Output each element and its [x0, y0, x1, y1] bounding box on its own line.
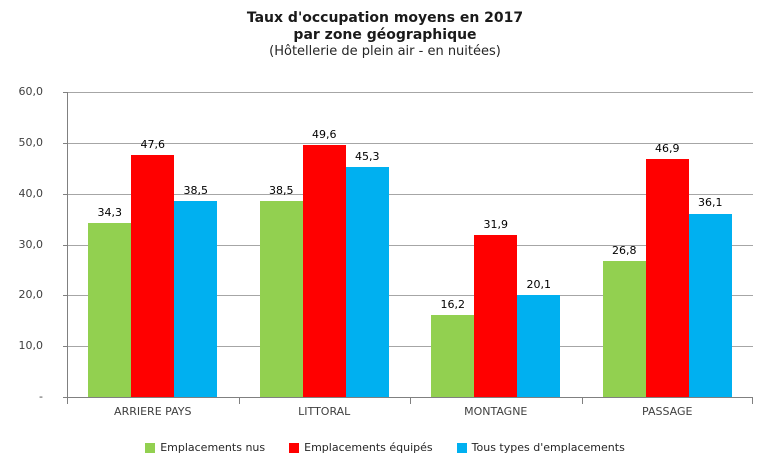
chart-title-block: Taux d'occupation moyens en 2017 par zon… — [0, 10, 770, 60]
legend-item: Emplacements équipés — [289, 441, 433, 454]
y-axis-tick-label: 40,0 — [18, 186, 44, 200]
bar — [645, 158, 689, 397]
legend-swatch-icon — [456, 442, 467, 453]
y-axis-tick-label: 50,0 — [18, 135, 44, 149]
y-axis-tick — [63, 295, 68, 297]
x-axis-tick — [582, 398, 583, 404]
gridline — [67, 142, 753, 144]
bar — [474, 234, 518, 397]
y-axis-tick — [63, 193, 68, 195]
bar-value-label: 46,9 — [655, 141, 680, 155]
y-axis-tick — [63, 397, 68, 398]
legend-label: Emplacements nus — [160, 441, 266, 454]
bar — [517, 294, 561, 397]
x-axis-category-label: ARRIERE PAYS — [114, 405, 192, 418]
bar — [688, 213, 732, 397]
bar — [345, 166, 389, 397]
bar-value-label: 26,8 — [612, 243, 637, 257]
y-axis-tick-label: 30,0 — [18, 237, 44, 251]
bar — [431, 314, 475, 397]
bar-value-label: 31,9 — [483, 217, 509, 231]
y-axis-tick — [63, 346, 68, 348]
legend-swatch-icon — [145, 442, 156, 453]
legend-item: Emplacements nus — [145, 441, 265, 454]
gridline — [67, 295, 753, 297]
bar-value-label: 45,3 — [355, 149, 380, 163]
x-axis-category-label: LITTORAL — [298, 405, 351, 418]
gridline — [67, 346, 753, 348]
bar-value-label: 47,6 — [140, 138, 166, 152]
x-axis-tick — [410, 398, 411, 404]
y-axis-tick — [63, 244, 68, 246]
bar — [131, 155, 175, 397]
bar — [302, 144, 346, 397]
x-axis-category-label: MONTAGNE — [464, 405, 528, 418]
x-axis-tick — [239, 398, 240, 404]
legend-item: Tous types d'emplacements — [456, 441, 625, 454]
y-axis-tick — [63, 142, 68, 144]
y-axis-tick-label: 60,0 — [18, 85, 44, 98]
legend-swatch-icon — [289, 442, 300, 453]
bar-value-label: 49,6 — [312, 127, 337, 141]
chart-title: Taux d'occupation moyens en 2017 — [246, 10, 524, 26]
y-axis-tick-label: - — [39, 390, 43, 403]
y-axis-line — [67, 92, 68, 403]
bar — [259, 201, 303, 397]
x-axis-tick — [752, 398, 753, 404]
gridline — [67, 244, 753, 246]
x-axis-tick — [67, 398, 68, 404]
chart-subtitle: par zone géographique — [293, 27, 477, 43]
legend: Emplacements nus Emplacements équipés Tous… — [0, 441, 770, 454]
x-axis-category-label: PASSAGE — [642, 405, 693, 418]
bar-value-label: 34,3 — [97, 205, 123, 219]
plot-area: 60,0 50,0 40,0 30,0 20,0 10,0 - 34,3 47,6 38,5 ARR… — [19, 85, 753, 418]
y-axis-tick-label: 20,0 — [18, 288, 44, 302]
bar-value-label: 20,1 — [526, 277, 552, 291]
chart-subtitle-note: (Hôtellerie de plein air - en nuitées) — [269, 44, 501, 59]
y-axis-tick-label: 10,0 — [18, 339, 44, 353]
bar-value-label: 38,5 — [269, 184, 294, 198]
gridline — [67, 193, 753, 195]
legend-label: Tous types d'emplacements — [471, 441, 625, 454]
bar — [174, 201, 218, 397]
gridline — [67, 92, 753, 93]
bar-value-label: 38,5 — [183, 184, 209, 198]
bar-value-label: 36,1 — [698, 196, 723, 210]
x-axis-line — [67, 397, 753, 398]
bar — [88, 222, 132, 397]
y-axis-tick — [63, 92, 68, 93]
bar — [602, 260, 646, 397]
bar-value-label: 16,2 — [440, 297, 466, 311]
legend-label: Emplacements équipés — [304, 441, 433, 454]
